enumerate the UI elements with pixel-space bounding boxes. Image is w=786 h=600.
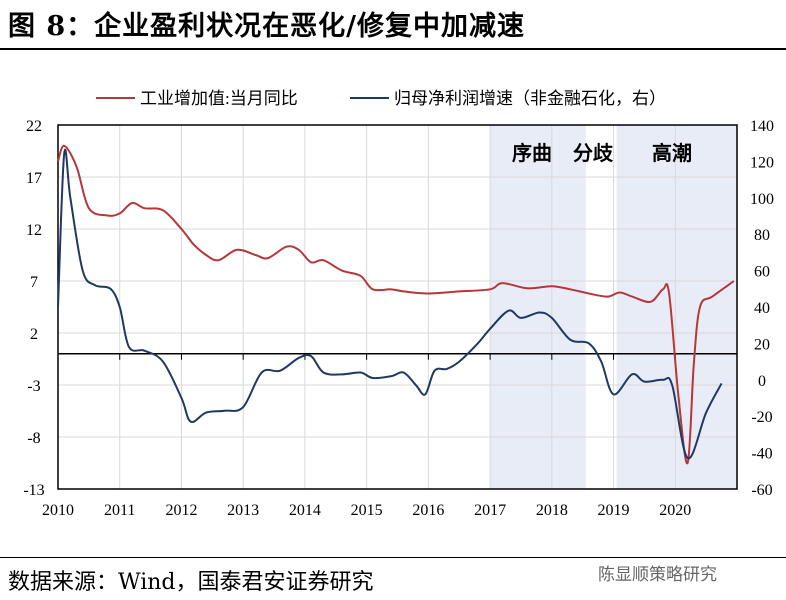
x-tick-label: 2020: [659, 502, 691, 519]
shaded-period-1: [616, 125, 737, 489]
shaded-period-0: [490, 125, 586, 489]
y-left-tick-label: -13: [23, 482, 44, 499]
y-left-tick-label: -3: [27, 378, 40, 395]
y-right-tick-label: 60: [754, 264, 770, 281]
x-tick-label: 2015: [351, 502, 383, 519]
line-chart: 2010 2011 2012 2013 2014 2015 2016 2017 2018 2019…: [23, 89, 774, 519]
annotation-climax: 高潮: [652, 141, 692, 165]
legend-label-right: 归母净利润增速（非金融石化，右）: [394, 89, 666, 108]
y-right-tick-label: -40: [751, 446, 772, 463]
y-left-tick-label: 7: [30, 274, 38, 291]
y-right-tick-label: -20: [751, 409, 772, 426]
x-tick-label: 2012: [165, 502, 197, 519]
source-divider: [0, 557, 786, 558]
x-tick-label: 2014: [289, 502, 321, 519]
y-left-tick-label: 12: [26, 222, 42, 239]
annotation-prelude: 序曲: [512, 141, 552, 165]
x-tick-label: 2017: [474, 502, 506, 519]
y-left-tick-label: 17: [26, 170, 42, 187]
x-tick-label: 2016: [412, 502, 444, 519]
series-line-right: [57, 149, 723, 460]
y-left-tick-label: -8: [27, 430, 40, 447]
y-right-tick-label: -60: [751, 482, 772, 499]
x-tick-label: 2013: [227, 502, 259, 519]
x-tick-label: 2011: [104, 502, 135, 519]
y-right-tick-label: 100: [750, 191, 774, 208]
title-divider: [0, 48, 786, 50]
x-tick-label: 2018: [536, 502, 568, 519]
source-note: 数据来源：Wind，国泰君安证券研究: [8, 570, 374, 595]
legend-label-left: 工业增加值:当月同比: [140, 89, 298, 108]
y-right-tick-label: 0: [758, 373, 766, 390]
y-right-tick-label: 40: [754, 300, 770, 317]
y-right-tick-label: 120: [750, 154, 774, 171]
series-line-left: [57, 144, 735, 465]
x-tick-label: 2019: [598, 502, 630, 519]
y-right-tick-label: 140: [750, 118, 774, 135]
x-tick-label: 2010: [42, 502, 74, 519]
y-left-tick-label: 2: [30, 326, 38, 343]
y-right-tick-label: 80: [754, 227, 770, 244]
y-right-tick-label: 20: [754, 336, 770, 353]
legend: 工业增加值:当月同比 归母净利润增速（非金融石化，右）: [96, 89, 666, 108]
watermark: 陈显顺策略研究: [598, 565, 717, 585]
y-left-tick-label: 22: [26, 118, 42, 135]
figure-title: 图 8：企业盈利状况在恶化/修复中加减速: [8, 11, 526, 42]
annotation-divergence: 分歧: [573, 141, 614, 165]
